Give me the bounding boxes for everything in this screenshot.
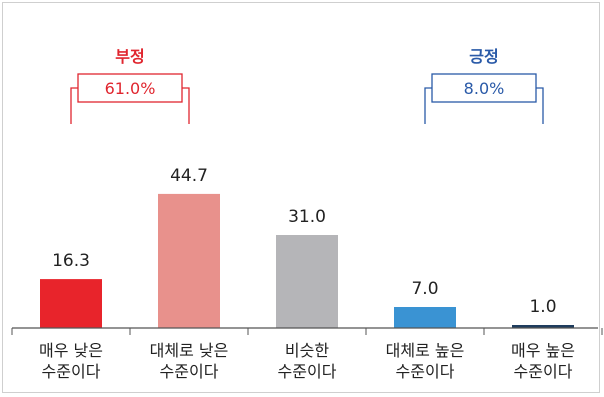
group-title: 긍정 xyxy=(469,47,498,66)
bar xyxy=(512,325,574,328)
bracket-line xyxy=(70,87,190,124)
group-value-box xyxy=(77,73,183,103)
category-label: 대체로 높은 xyxy=(386,341,465,360)
group-title: 부정 xyxy=(115,47,144,66)
group-value-box xyxy=(431,73,537,103)
category-label: 수준이다 xyxy=(278,362,337,381)
category-label: 수준이다 xyxy=(514,362,573,381)
data-label: 16.3 xyxy=(52,251,90,271)
data-label: 44.7 xyxy=(170,166,208,186)
bar xyxy=(158,193,220,328)
bracket-line xyxy=(424,87,544,124)
category-label: 수준이다 xyxy=(396,362,455,381)
data-label: 31.0 xyxy=(288,207,326,227)
category-label: 매우 높은 xyxy=(511,341,575,360)
category-label: 비슷한 xyxy=(285,341,329,360)
bar xyxy=(394,307,456,328)
group-value: 8.0% xyxy=(464,79,505,98)
bar xyxy=(276,235,338,328)
category-label: 수준이다 xyxy=(160,362,219,381)
bar xyxy=(40,279,102,328)
category-label: 매우 낮은 xyxy=(39,341,103,360)
group-bracket: 8.0% 긍정 xyxy=(424,47,544,124)
category-label: 대체로 낮은 xyxy=(150,341,229,360)
group-bracket: 61.0% 부정 xyxy=(70,47,190,124)
data-label: 1.0 xyxy=(529,297,556,317)
category-label: 수준이다 xyxy=(42,362,101,381)
data-label: 7.0 xyxy=(411,279,438,299)
group-value: 61.0% xyxy=(105,79,156,98)
